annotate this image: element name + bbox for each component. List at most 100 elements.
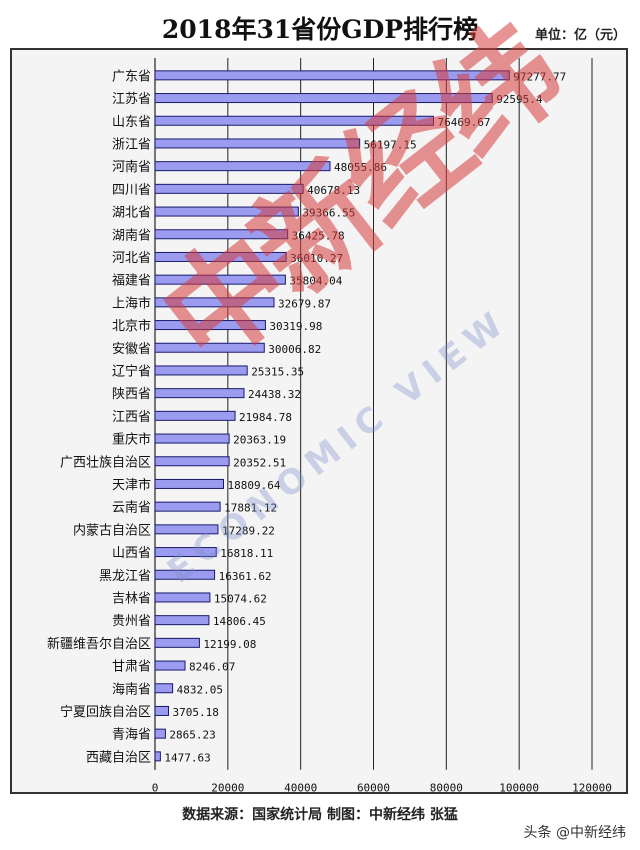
- x-tick-label: 0: [152, 782, 159, 795]
- x-tick-label: 20000: [211, 782, 244, 795]
- data-source-credit: 数据来源：国家统计局 制图：中新经纬 张猛: [182, 807, 458, 823]
- bar: [154, 751, 161, 762]
- bar: [154, 615, 210, 626]
- bar: [154, 728, 166, 739]
- bar: [154, 115, 434, 126]
- data-label: 48055.86: [334, 161, 387, 174]
- category-label: 安徽省: [112, 342, 151, 357]
- category-label: 江苏省: [112, 91, 151, 107]
- bar: [154, 501, 221, 512]
- data-label: 17289.22: [222, 524, 275, 537]
- category-label: 北京市: [112, 318, 151, 334]
- bar: [154, 433, 230, 444]
- gdp-bar-chart: 广东省 97277.77 江苏省 92595.4 山东省 76469.67 浙江省 56197…: [47, 58, 612, 795]
- bar: [154, 365, 248, 376]
- category-label: 湖北省: [112, 206, 151, 221]
- category-label: 浙江省: [112, 137, 151, 152]
- bar: [154, 251, 287, 262]
- data-label: 2865.23: [169, 729, 215, 742]
- data-label: 39366.55: [302, 207, 355, 220]
- category-label: 黑龙江省: [99, 569, 151, 584]
- bar: [154, 70, 510, 81]
- bar: [154, 342, 265, 353]
- category-label: 江西省: [112, 410, 151, 425]
- data-label: 25315.35: [251, 365, 304, 378]
- bar: [154, 229, 289, 240]
- data-label: 16361.62: [219, 570, 272, 583]
- category-label: 广东省: [112, 69, 151, 84]
- bar: [154, 705, 169, 716]
- chart-frame: 广东省 97277.77 江苏省 92595.4 山东省 76469.67 浙江省 56197…: [10, 48, 628, 795]
- bar: [154, 206, 299, 217]
- data-label: 20352.51: [233, 456, 286, 469]
- data-label: 35804.04: [289, 275, 342, 288]
- bar: [154, 456, 230, 467]
- data-label: 21984.78: [239, 411, 292, 424]
- data-label: 40678.13: [307, 184, 360, 197]
- bar: [154, 660, 186, 671]
- data-label: 30006.82: [268, 343, 321, 356]
- x-tick-label: 100000: [499, 782, 539, 795]
- category-label: 山西省: [112, 546, 151, 561]
- category-label: 陕西省: [112, 387, 151, 402]
- category-label: 甘肃省: [112, 660, 151, 675]
- data-label: 1477.63: [164, 751, 210, 764]
- category-label: 宁夏回族自治区: [60, 704, 151, 720]
- bar: [154, 297, 275, 308]
- category-label: 湖南省: [112, 227, 151, 243]
- data-label: 36010.27: [290, 252, 343, 265]
- x-tick-label: 40000: [284, 782, 317, 795]
- unit-label: 单位：亿（元）: [534, 28, 626, 43]
- data-label: 14806.45: [213, 615, 266, 628]
- bar: [154, 547, 217, 558]
- data-label: 15074.62: [214, 592, 267, 605]
- category-label: 重庆市: [112, 432, 151, 448]
- data-label: 36425.78: [292, 229, 345, 242]
- category-label: 四川省: [112, 183, 151, 198]
- category-label: 河北省: [112, 251, 151, 266]
- bar: [154, 274, 286, 285]
- category-label: 广西壮族自治区: [60, 454, 151, 470]
- data-label: 16818.11: [220, 547, 273, 560]
- bar: [154, 183, 304, 194]
- category-label: 山东省: [112, 115, 151, 130]
- category-label: 贵州省: [112, 614, 151, 629]
- bar: [154, 478, 224, 489]
- x-tick-label: 80000: [430, 782, 463, 795]
- data-label: 4832.05: [177, 683, 223, 696]
- category-label: 西藏自治区: [86, 750, 151, 765]
- bar: [154, 410, 236, 421]
- category-label: 海南省: [112, 681, 151, 697]
- category-label: 云南省: [112, 500, 151, 516]
- category-label: 吉林省: [112, 591, 151, 606]
- x-tick-label: 120000: [572, 782, 612, 795]
- bar: [154, 388, 245, 399]
- bar: [154, 637, 200, 648]
- bar: [154, 93, 493, 104]
- data-label: 76469.67: [437, 116, 490, 129]
- data-label: 97277.77: [513, 70, 566, 83]
- category-label: 上海市: [112, 295, 151, 311]
- category-label: 青海省: [112, 728, 151, 743]
- bar: [154, 138, 361, 149]
- category-label: 天津市: [112, 477, 151, 493]
- data-label: 8246.07: [189, 661, 235, 674]
- category-label: 内蒙古自治区: [73, 522, 151, 538]
- bar: [154, 161, 331, 172]
- bar: [154, 320, 266, 331]
- bar: [154, 683, 174, 694]
- data-label: 32679.87: [278, 297, 331, 310]
- data-label: 24438.32: [248, 388, 301, 401]
- platform-badge: 头条 @中新经纬: [523, 825, 626, 841]
- data-label: 20363.19: [233, 434, 286, 447]
- x-tick-label: 60000: [357, 782, 390, 795]
- data-label: 18809.64: [227, 479, 280, 492]
- data-label: 92595.4: [496, 93, 543, 106]
- category-label: 福建省: [112, 274, 151, 289]
- category-label: 辽宁省: [112, 363, 151, 379]
- bar: [154, 524, 219, 535]
- data-label: 3705.18: [172, 706, 218, 719]
- data-label: 30319.98: [269, 320, 322, 333]
- category-label: 河南省: [112, 159, 151, 175]
- data-label: 17881.12: [224, 502, 277, 515]
